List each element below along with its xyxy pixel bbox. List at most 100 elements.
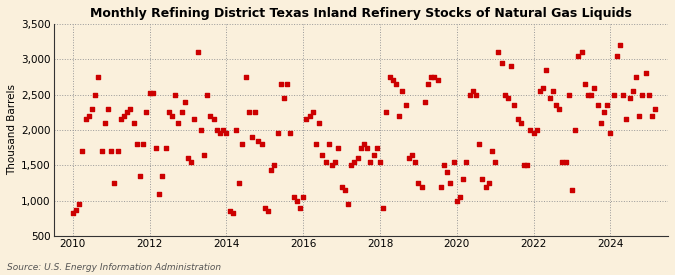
Point [371, 145, 382, 150]
Point [529, 131, 539, 136]
Point [205, 114, 216, 118]
Point [349, 160, 360, 164]
Point [330, 160, 341, 164]
Point [599, 110, 610, 114]
Point [218, 128, 229, 132]
Point [602, 103, 613, 108]
Point [394, 114, 404, 118]
Point [391, 82, 402, 86]
Point [426, 75, 437, 79]
Point [221, 131, 232, 136]
Point [381, 110, 392, 114]
Point [180, 100, 190, 104]
Point [259, 205, 270, 210]
Point [618, 92, 628, 97]
Point [70, 208, 81, 212]
Point [144, 91, 155, 95]
Point [263, 209, 273, 213]
Point [314, 121, 325, 125]
Point [416, 184, 427, 189]
Point [74, 202, 84, 207]
Point [141, 110, 152, 114]
Point [244, 110, 254, 114]
Point [269, 163, 279, 167]
Point [413, 181, 424, 185]
Point [483, 181, 494, 185]
Point [570, 128, 580, 132]
Point [641, 71, 651, 76]
Point [404, 156, 414, 160]
Point [208, 117, 219, 122]
Point [496, 60, 507, 65]
Point [358, 142, 369, 146]
Point [474, 142, 485, 146]
Point [275, 82, 286, 86]
Point [195, 128, 206, 132]
Point [480, 184, 491, 189]
Point [454, 195, 465, 199]
Point [647, 114, 657, 118]
Point [406, 153, 417, 157]
Point [470, 92, 481, 97]
Point [292, 199, 302, 203]
Point [522, 163, 533, 167]
Point [227, 211, 238, 216]
Point [340, 188, 350, 192]
Point [310, 142, 321, 146]
Point [304, 114, 315, 118]
Point [346, 163, 356, 167]
Point [535, 89, 545, 93]
Point [301, 117, 312, 122]
Point [429, 75, 440, 79]
Point [458, 177, 468, 182]
Point [560, 160, 571, 164]
Title: Monthly Refining District Texas Inland Refinery Stocks of Natural Gas Liquids: Monthly Refining District Texas Inland R… [90, 7, 632, 20]
Point [477, 177, 488, 182]
Point [461, 160, 472, 164]
Point [630, 75, 641, 79]
Point [119, 114, 130, 118]
Point [487, 149, 497, 153]
Point [554, 106, 564, 111]
Point [202, 92, 213, 97]
Point [173, 121, 184, 125]
Point [96, 149, 107, 153]
Point [333, 145, 344, 150]
Point [384, 75, 395, 79]
Point [317, 153, 328, 157]
Point [83, 114, 94, 118]
Point [564, 92, 574, 97]
Point [518, 163, 529, 167]
Point [266, 168, 277, 172]
Point [493, 50, 504, 54]
Point [586, 92, 597, 97]
Point [579, 82, 590, 86]
Point [467, 89, 478, 93]
Point [115, 117, 126, 122]
Point [531, 128, 542, 132]
Point [500, 92, 510, 97]
Point [327, 163, 338, 167]
Point [128, 121, 139, 125]
Point [439, 163, 450, 167]
Point [608, 92, 619, 97]
Point [624, 96, 635, 100]
Point [547, 89, 558, 93]
Point [186, 160, 196, 164]
Point [281, 82, 292, 86]
Point [503, 96, 514, 100]
Point [432, 78, 443, 83]
Point [551, 103, 562, 108]
Point [176, 110, 187, 114]
Point [566, 188, 577, 192]
Point [77, 149, 88, 153]
Point [410, 160, 421, 164]
Point [525, 128, 536, 132]
Point [573, 54, 584, 58]
Point [189, 117, 200, 122]
Point [538, 85, 549, 90]
Point [452, 199, 462, 203]
Point [122, 110, 132, 114]
Point [288, 195, 299, 199]
Point [231, 128, 242, 132]
